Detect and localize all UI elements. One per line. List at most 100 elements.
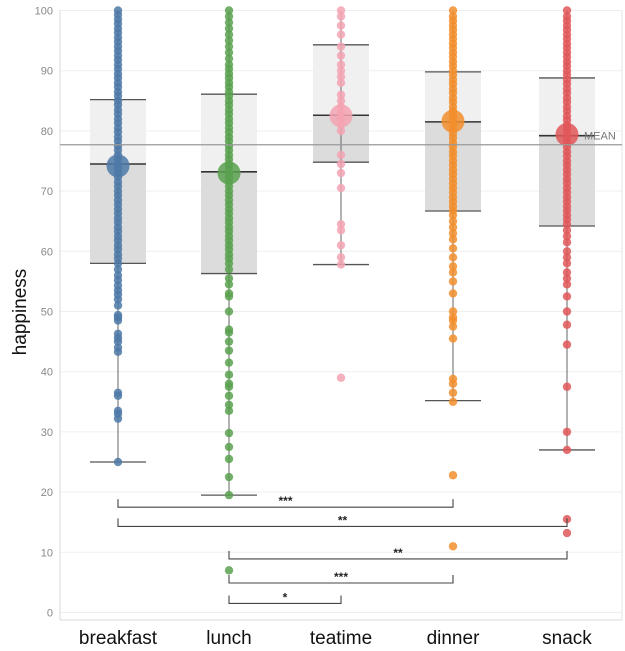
mean-marker-dinner: [441, 109, 465, 133]
data-point-dinner: [448, 334, 458, 343]
y-tick-label: 20: [41, 487, 53, 499]
data-point-breakfast: [113, 388, 123, 397]
data-point-teatime: [336, 226, 346, 235]
data-point-lunch: [224, 24, 234, 33]
y-tick-label: 40: [41, 367, 53, 379]
significance-label-lunch-teatime: *: [283, 590, 288, 604]
data-point-teatime: [336, 260, 346, 269]
significance-bracket-breakfast-dinner: [117, 499, 454, 508]
data-points: [113, 6, 572, 575]
data-point-dinner: [448, 229, 458, 238]
data-point-teatime: [336, 21, 346, 30]
mean-marker-snack: [555, 123, 579, 147]
data-point-dinner: [448, 471, 458, 480]
data-point-lunch: [224, 274, 234, 283]
data-point-lunch: [224, 6, 234, 15]
data-point-dinner: [448, 262, 458, 271]
y-tick-label: 50: [41, 307, 53, 319]
data-point-lunch: [224, 337, 234, 346]
data-point-teatime: [336, 373, 346, 382]
data-point-lunch: [224, 18, 234, 27]
data-point-lunch: [224, 442, 234, 452]
y-tick-label: 80: [41, 126, 53, 138]
data-point-dinner: [448, 6, 458, 15]
data-point-lunch: [224, 379, 234, 388]
significance-label-lunch-snack: **: [393, 546, 403, 560]
data-point-teatime: [336, 90, 346, 99]
y-axis-label: happiness: [10, 269, 31, 356]
y-tick-label: 0: [47, 608, 53, 620]
y-tick-label: 30: [41, 427, 53, 439]
data-point-dinner: [448, 289, 458, 298]
data-point-snack: [562, 307, 572, 316]
data-point-snack: [562, 253, 572, 262]
data-point-breakfast: [113, 271, 123, 280]
data-point-teatime: [336, 126, 346, 136]
data-point-teatime: [336, 12, 346, 21]
y-tick-label: 100: [35, 6, 53, 18]
data-point-snack: [562, 232, 572, 241]
data-point-breakfast: [113, 301, 123, 310]
data-point-teatime: [336, 30, 346, 39]
data-point-teatime: [336, 60, 346, 69]
data-point-dinner: [448, 388, 458, 397]
grand-mean-label: MEAN: [584, 131, 616, 143]
data-point-dinner: [448, 235, 458, 244]
significance-bracket-lunch-snack: [228, 550, 568, 560]
data-point-dinner: [448, 397, 458, 406]
data-point-teatime: [336, 72, 346, 81]
data-point-snack: [562, 340, 572, 349]
mean-marker-teatime: [329, 104, 353, 128]
data-point-breakfast: [113, 343, 123, 352]
data-point-lunch: [224, 325, 234, 334]
data-point-dinner: [448, 244, 458, 253]
data-point-dinner: [448, 307, 458, 316]
data-point-teatime: [336, 6, 346, 15]
data-point-lunch: [224, 454, 234, 464]
data-point-dinner: [448, 322, 458, 331]
data-point-teatime: [336, 168, 346, 178]
data-point-snack: [562, 226, 572, 235]
data-point-dinner: [448, 223, 458, 232]
data-point-teatime: [336, 241, 346, 250]
data-point-lunch: [224, 307, 234, 316]
data-point-lunch: [224, 490, 234, 500]
significance-brackets: ***********: [117, 494, 568, 605]
y-tick-label: 10: [41, 547, 53, 559]
data-point-dinner: [448, 253, 458, 262]
data-point-lunch: [224, 370, 234, 379]
data-point-breakfast: [113, 265, 123, 274]
data-point-lunch: [224, 391, 234, 400]
data-point-lunch: [224, 30, 234, 39]
data-point-lunch: [224, 406, 234, 416]
data-point-lunch: [224, 280, 234, 289]
data-point-lunch: [224, 48, 234, 57]
data-point-lunch: [224, 54, 234, 63]
data-point-snack: [562, 292, 572, 301]
data-point-breakfast: [113, 329, 123, 338]
data-point-lunch: [224, 289, 234, 298]
data-point-teatime: [336, 183, 346, 193]
data-point-lunch: [224, 358, 234, 367]
data-point-lunch: [224, 265, 234, 274]
data-point-lunch: [224, 60, 234, 69]
data-point-teatime: [336, 253, 346, 262]
data-point-teatime: [336, 42, 346, 51]
data-point-snack: [562, 12, 572, 21]
y-tick-label: 60: [41, 246, 53, 258]
data-point-dinner: [448, 277, 458, 286]
data-point-lunch: [224, 346, 234, 355]
data-point-snack: [562, 427, 572, 437]
data-point-lunch: [224, 428, 234, 438]
x-tick-label-dinner: dinner: [427, 628, 480, 649]
data-point-lunch: [224, 42, 234, 51]
data-point-snack: [562, 247, 572, 256]
data-point-teatime: [336, 150, 346, 160]
significance-label-lunch-dinner: ***: [334, 570, 348, 584]
significance-label-breakfast-snack: **: [338, 513, 348, 527]
data-point-dinner: [448, 374, 458, 384]
data-point-snack: [562, 320, 572, 329]
significance-bracket-lunch-teatime: [228, 595, 342, 605]
data-point-snack: [562, 274, 572, 283]
